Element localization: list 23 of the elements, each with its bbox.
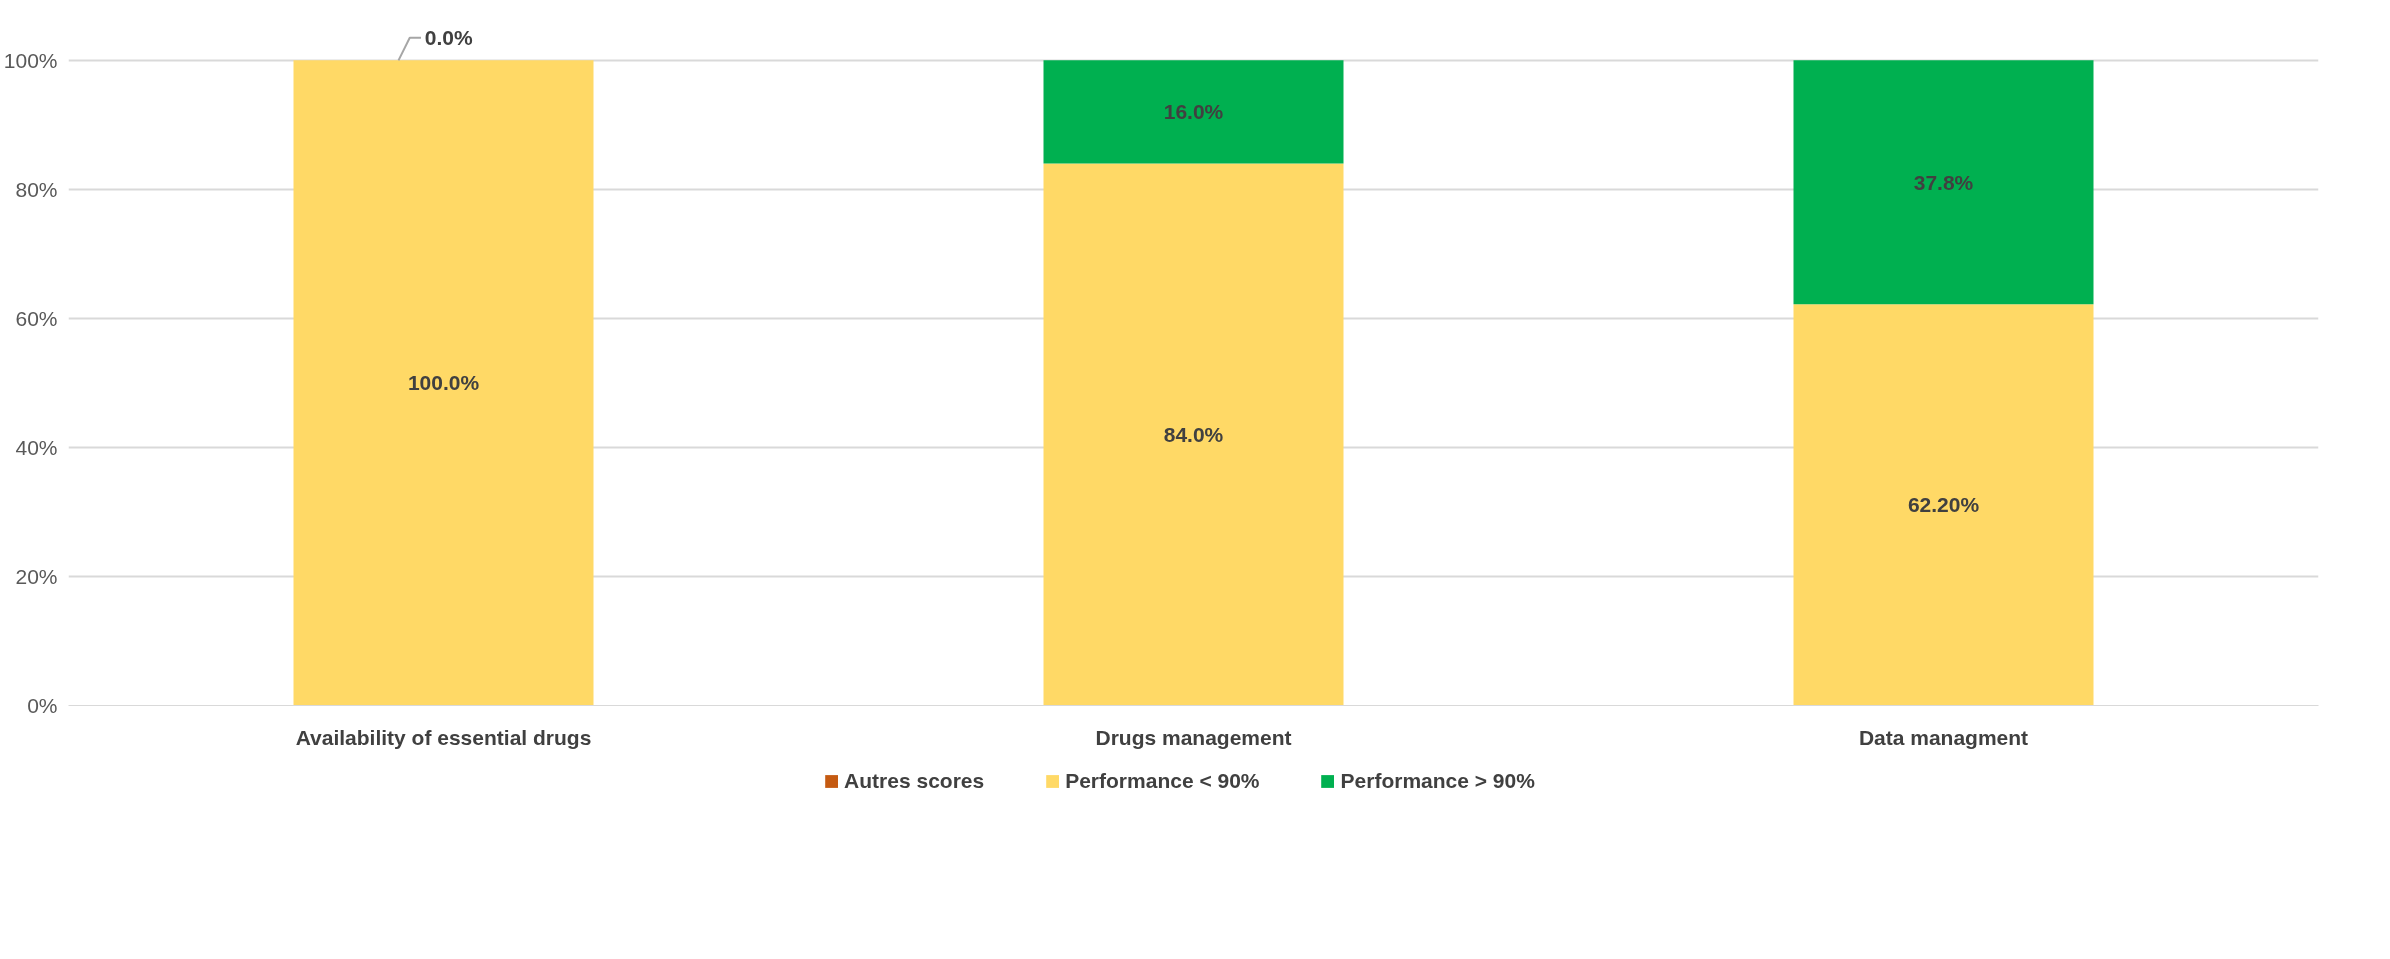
- y-tick-label: 20%: [15, 564, 58, 588]
- data-label: 37.8%: [1913, 170, 1974, 194]
- bar: [1793, 60, 2094, 305]
- data-label: 100.0%: [407, 371, 480, 395]
- x-tick-label: Availability of essential drugs: [295, 725, 592, 749]
- bar: [1793, 304, 2094, 706]
- y-tick-label: 60%: [15, 306, 58, 330]
- data-label: 84.0%: [1163, 423, 1224, 447]
- data-label: 0.0%: [424, 26, 473, 50]
- y-tick-label: 40%: [15, 435, 58, 459]
- legend-label: Performance < 90%: [1065, 769, 1260, 793]
- legend-label: Performance > 90%: [1340, 769, 1535, 793]
- bar: [1043, 163, 1344, 706]
- x-tick-label: Drugs management: [1095, 725, 1292, 749]
- x-tick-label: Data managment: [1858, 725, 2029, 749]
- data-label: 16.0%: [1163, 100, 1224, 124]
- data-label: 62.20%: [1907, 493, 1980, 517]
- bar: [1043, 60, 1344, 164]
- y-tick-label: 0%: [27, 694, 58, 717]
- legend-label: Autres scores: [844, 769, 985, 793]
- bar: [293, 60, 594, 706]
- y-tick-label: 80%: [15, 177, 58, 201]
- y-tick-label: 100%: [3, 48, 58, 72]
